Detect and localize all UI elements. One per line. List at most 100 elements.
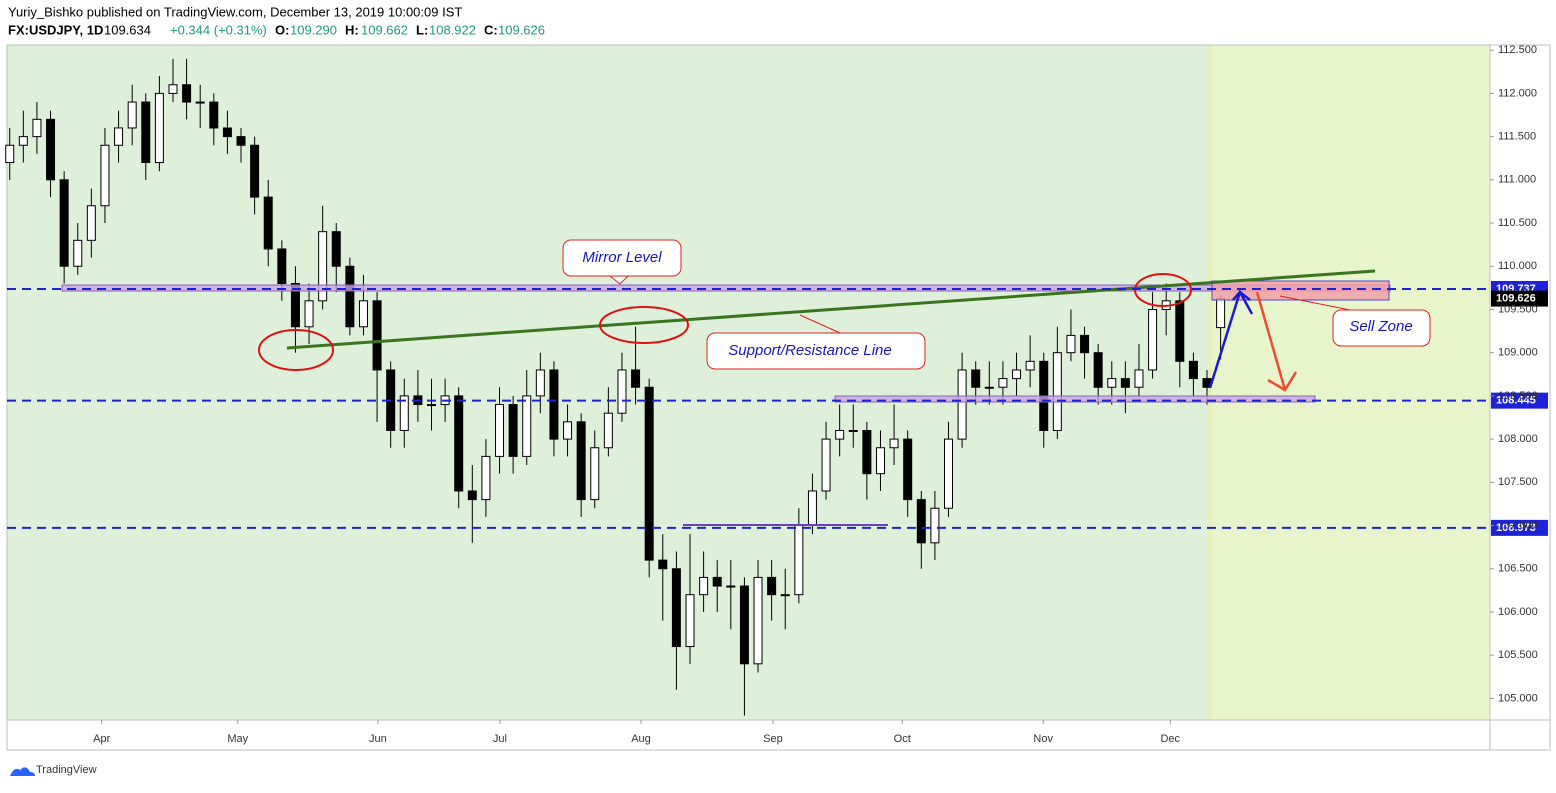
candle-body — [1052, 352, 1062, 431]
candle-body — [127, 101, 137, 129]
candle-body — [263, 196, 273, 250]
current-price-label: 109.626 — [1496, 292, 1536, 304]
candle-body — [222, 127, 232, 138]
candle-body — [671, 568, 681, 648]
candle-body — [1080, 334, 1090, 354]
h-label: H: — [345, 22, 359, 37]
l-label: L: — [416, 22, 428, 37]
candle-body — [889, 438, 899, 449]
candle-body — [862, 429, 872, 475]
candle-body — [250, 144, 260, 198]
x-tick-label: Dec — [1160, 733, 1180, 745]
candle-body — [345, 265, 355, 328]
candle-body — [903, 438, 913, 501]
callout-pointer — [799, 314, 841, 334]
candle-body — [753, 576, 763, 665]
candle-body — [644, 386, 654, 561]
support-zone — [834, 395, 1316, 403]
candle-body — [658, 559, 668, 570]
candle-body — [182, 84, 192, 103]
candle-body — [576, 421, 586, 501]
y-tick-label: 105.000 — [1498, 692, 1538, 704]
candle-body — [1175, 300, 1185, 362]
candle-body — [141, 101, 151, 164]
circle-mark — [1134, 273, 1192, 307]
candle-body — [508, 404, 518, 457]
annotation: Sell Zone — [1349, 318, 1412, 335]
trend-line — [286, 269, 1376, 350]
price-label-box — [1491, 392, 1548, 409]
annotation: Support/Resistance Line — [728, 342, 891, 359]
low-value: 108.922 — [429, 22, 476, 37]
candle-body — [916, 499, 926, 544]
candle-body — [1148, 308, 1158, 371]
candle-body — [290, 283, 300, 328]
y-tick-label: 106.500 — [1498, 563, 1538, 575]
arrow-head — [1232, 290, 1251, 301]
callout-box — [1332, 309, 1431, 347]
y-tick-label: 106.000 — [1498, 606, 1538, 618]
candle-body — [1066, 334, 1076, 354]
candle-body — [1134, 369, 1144, 388]
y-tick-label: 107.500 — [1498, 476, 1538, 488]
candle-body — [848, 429, 858, 432]
high-value: 109.662 — [361, 22, 408, 37]
candle-body — [467, 490, 477, 501]
candle-body — [930, 507, 940, 544]
candle-body — [549, 369, 559, 440]
candle-body — [318, 231, 328, 302]
candle-body — [971, 369, 981, 388]
price-label-box — [1491, 519, 1548, 536]
candle-body — [712, 576, 722, 587]
candle-body — [780, 594, 790, 597]
x-tick-label: Sep — [763, 733, 783, 745]
candle-body — [277, 248, 287, 285]
candle-body — [875, 447, 885, 475]
candle-body — [481, 455, 491, 501]
candle-body — [1216, 298, 1226, 329]
candle-body — [5, 144, 15, 164]
y-tick-label: 112.500 — [1498, 44, 1537, 56]
close-value: 109.626 — [498, 22, 545, 37]
candle-body — [1120, 378, 1130, 388]
o-label: O: — [275, 22, 289, 37]
footer-brand: TradingView — [36, 764, 97, 776]
x-tick-label: Nov — [1033, 733, 1053, 745]
candle-body — [1188, 360, 1198, 380]
plot-background — [7, 45, 1210, 720]
candle-body — [495, 404, 505, 457]
symbol: FX:USDJPY, 1D — [8, 22, 103, 37]
candles — [5, 58, 1226, 716]
annotation: Mirror Level — [582, 249, 662, 266]
candle-body — [590, 447, 600, 501]
candle-body — [631, 369, 641, 388]
circle-mark — [599, 306, 689, 344]
candle-body — [236, 136, 246, 146]
y-tick-label: 110.000 — [1498, 260, 1537, 272]
x-tick-label: Oct — [894, 733, 911, 745]
candle-body — [86, 205, 96, 241]
x-tick-label: Aug — [631, 733, 651, 745]
y-tick-label: 109.000 — [1498, 347, 1538, 359]
y-tick-label: 111.000 — [1498, 174, 1536, 186]
price-label: 106.973 — [1496, 522, 1536, 534]
callout-pointer — [609, 275, 629, 285]
y-tick-label: 108.000 — [1498, 433, 1538, 445]
candle-body — [399, 395, 409, 431]
candle-body — [699, 576, 709, 596]
callout-pointer — [1279, 295, 1351, 311]
candle-body — [944, 438, 954, 509]
c-label: C: — [484, 22, 498, 37]
candle-body — [1012, 369, 1022, 380]
arrow-head — [1267, 371, 1298, 392]
candle-body — [18, 136, 28, 146]
y-tick-label: 109.500 — [1498, 303, 1538, 315]
candle-body — [114, 127, 124, 146]
candle-body — [209, 101, 219, 129]
x-tick-label: May — [227, 733, 248, 745]
candle-body — [998, 378, 1008, 388]
candle-body — [835, 429, 845, 440]
candle-body — [821, 438, 831, 492]
